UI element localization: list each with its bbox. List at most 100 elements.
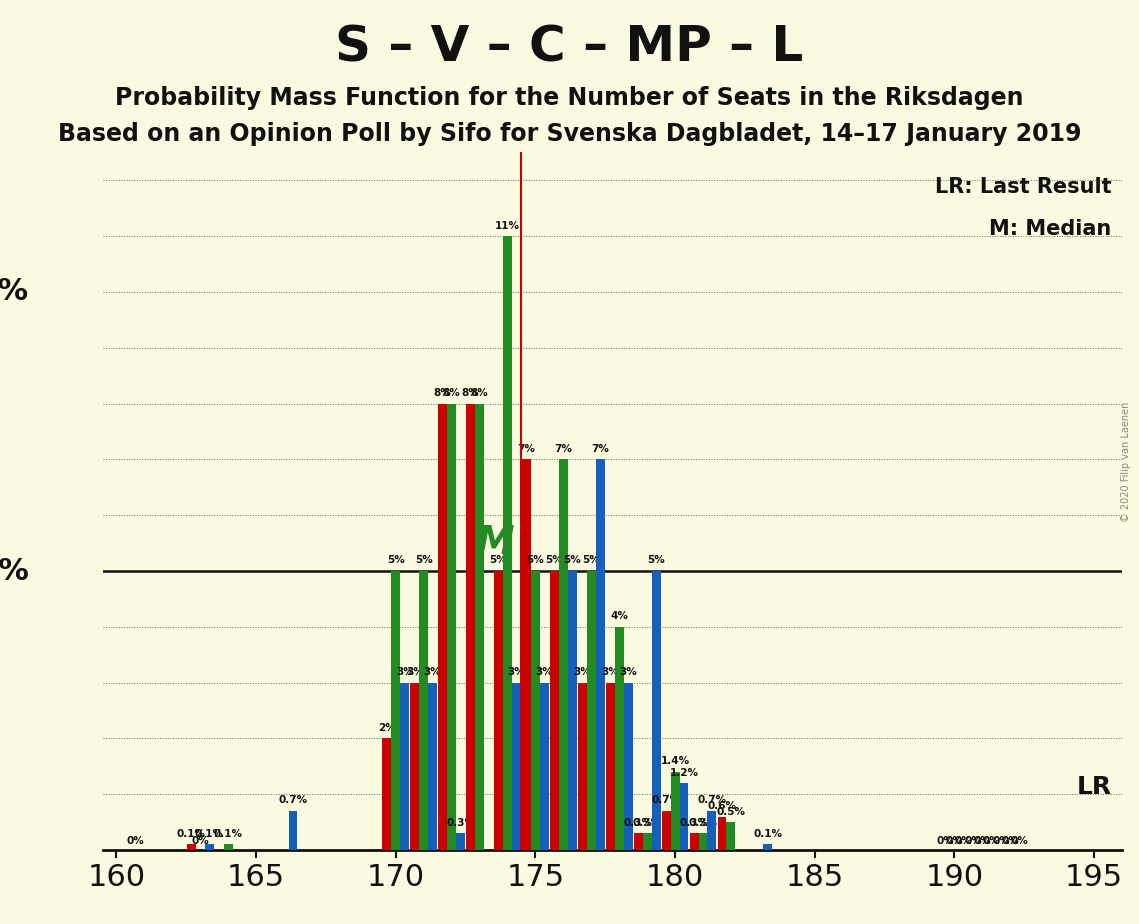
Bar xyxy=(288,811,297,850)
Text: 8%: 8% xyxy=(470,388,489,398)
Bar xyxy=(522,459,531,850)
Text: 0.1%: 0.1% xyxy=(177,829,206,839)
Text: LR: LR xyxy=(1076,775,1112,799)
Text: 7%: 7% xyxy=(517,444,535,454)
Text: 2%: 2% xyxy=(378,723,395,733)
Text: 0%: 0% xyxy=(191,836,210,846)
Text: 0%: 0% xyxy=(126,836,145,846)
Text: 0%: 0% xyxy=(954,836,973,846)
Bar xyxy=(456,833,465,850)
Bar xyxy=(223,845,232,850)
Bar xyxy=(187,845,196,850)
Bar xyxy=(727,822,736,850)
Text: 8%: 8% xyxy=(443,388,460,398)
Text: 5%: 5% xyxy=(387,555,404,565)
Text: LR: Last Result: LR: Last Result xyxy=(935,176,1112,197)
Text: 11%: 11% xyxy=(495,221,521,231)
Text: 0.3%: 0.3% xyxy=(446,818,475,828)
Text: 8%: 8% xyxy=(434,388,451,398)
Bar xyxy=(448,404,456,850)
Bar xyxy=(763,845,772,850)
Text: 3%: 3% xyxy=(508,667,525,677)
Bar xyxy=(205,845,214,850)
Text: 0.3%: 0.3% xyxy=(624,818,653,828)
Text: 0.7%: 0.7% xyxy=(697,796,727,806)
Bar xyxy=(466,404,475,850)
Text: 5%: 5% xyxy=(647,555,665,565)
Text: 0%: 0% xyxy=(945,836,964,846)
Text: 0.1%: 0.1% xyxy=(195,829,223,839)
Text: 0%: 0% xyxy=(1010,836,1029,846)
Bar xyxy=(624,683,632,850)
Text: 5%: 5% xyxy=(546,555,564,565)
Text: 3%: 3% xyxy=(396,667,413,677)
Text: 3%: 3% xyxy=(405,667,424,677)
Bar xyxy=(615,626,624,850)
Text: Based on an Opinion Poll by Sifo for Svenska Dagbladet, 14–17 January 2019: Based on an Opinion Poll by Sifo for Sve… xyxy=(58,122,1081,146)
Text: 0%: 0% xyxy=(982,836,1000,846)
Text: 3%: 3% xyxy=(573,667,591,677)
Text: 1.2%: 1.2% xyxy=(670,768,698,777)
Text: 0.5%: 0.5% xyxy=(716,807,745,817)
Text: 0.6%: 0.6% xyxy=(707,801,737,811)
Text: 0.3%: 0.3% xyxy=(680,818,708,828)
Bar xyxy=(642,833,652,850)
Bar xyxy=(633,833,642,850)
Bar xyxy=(550,571,559,850)
Bar xyxy=(577,683,587,850)
Bar xyxy=(494,571,503,850)
Bar xyxy=(392,571,400,850)
Text: 0.1%: 0.1% xyxy=(753,829,782,839)
Text: 3%: 3% xyxy=(601,667,620,677)
Bar xyxy=(503,237,511,850)
Text: 7%: 7% xyxy=(555,444,572,454)
Text: 3%: 3% xyxy=(424,667,442,677)
Bar xyxy=(383,738,392,850)
Text: 3%: 3% xyxy=(620,667,637,677)
Text: S – V – C – MP – L: S – V – C – MP – L xyxy=(335,23,804,71)
Bar xyxy=(596,459,605,850)
Text: 0%: 0% xyxy=(992,836,1010,846)
Text: 5%: 5% xyxy=(415,555,433,565)
Bar xyxy=(671,772,680,850)
Bar xyxy=(475,404,484,850)
Text: 8%: 8% xyxy=(461,388,480,398)
Bar xyxy=(511,683,521,850)
Bar xyxy=(587,571,596,850)
Text: Probability Mass Function for the Number of Seats in the Riksdagen: Probability Mass Function for the Number… xyxy=(115,86,1024,110)
Text: 1.4%: 1.4% xyxy=(661,757,689,766)
Bar xyxy=(652,571,661,850)
Bar xyxy=(531,571,540,850)
Text: 10%: 10% xyxy=(0,277,30,307)
Text: 0%: 0% xyxy=(936,836,954,846)
Text: M: Median: M: Median xyxy=(990,219,1112,238)
Bar xyxy=(606,683,615,850)
Text: 0.3%: 0.3% xyxy=(688,818,718,828)
Bar xyxy=(662,811,671,850)
Bar xyxy=(698,833,707,850)
Bar xyxy=(400,683,409,850)
Text: 5%: 5% xyxy=(526,555,544,565)
Text: 0.7%: 0.7% xyxy=(652,796,681,806)
Bar xyxy=(689,833,698,850)
Bar xyxy=(559,459,568,850)
Text: M: M xyxy=(476,524,514,562)
Text: 4%: 4% xyxy=(611,612,628,621)
Text: 0.1%: 0.1% xyxy=(214,829,243,839)
Bar xyxy=(707,811,716,850)
Text: 3%: 3% xyxy=(535,667,554,677)
Text: © 2020 Filip van Laenen: © 2020 Filip van Laenen xyxy=(1121,402,1131,522)
Bar xyxy=(410,683,419,850)
Bar xyxy=(419,571,428,850)
Text: 0%: 0% xyxy=(974,836,991,846)
Bar xyxy=(439,404,448,850)
Bar xyxy=(540,683,549,850)
Text: 0.7%: 0.7% xyxy=(278,796,308,806)
Text: 5%: 5% xyxy=(490,555,507,565)
Bar xyxy=(428,683,437,850)
Text: 7%: 7% xyxy=(591,444,609,454)
Text: 0.3%: 0.3% xyxy=(632,818,662,828)
Text: 0%: 0% xyxy=(1001,836,1019,846)
Text: 0%: 0% xyxy=(965,836,982,846)
Text: 5%: 5% xyxy=(564,555,581,565)
